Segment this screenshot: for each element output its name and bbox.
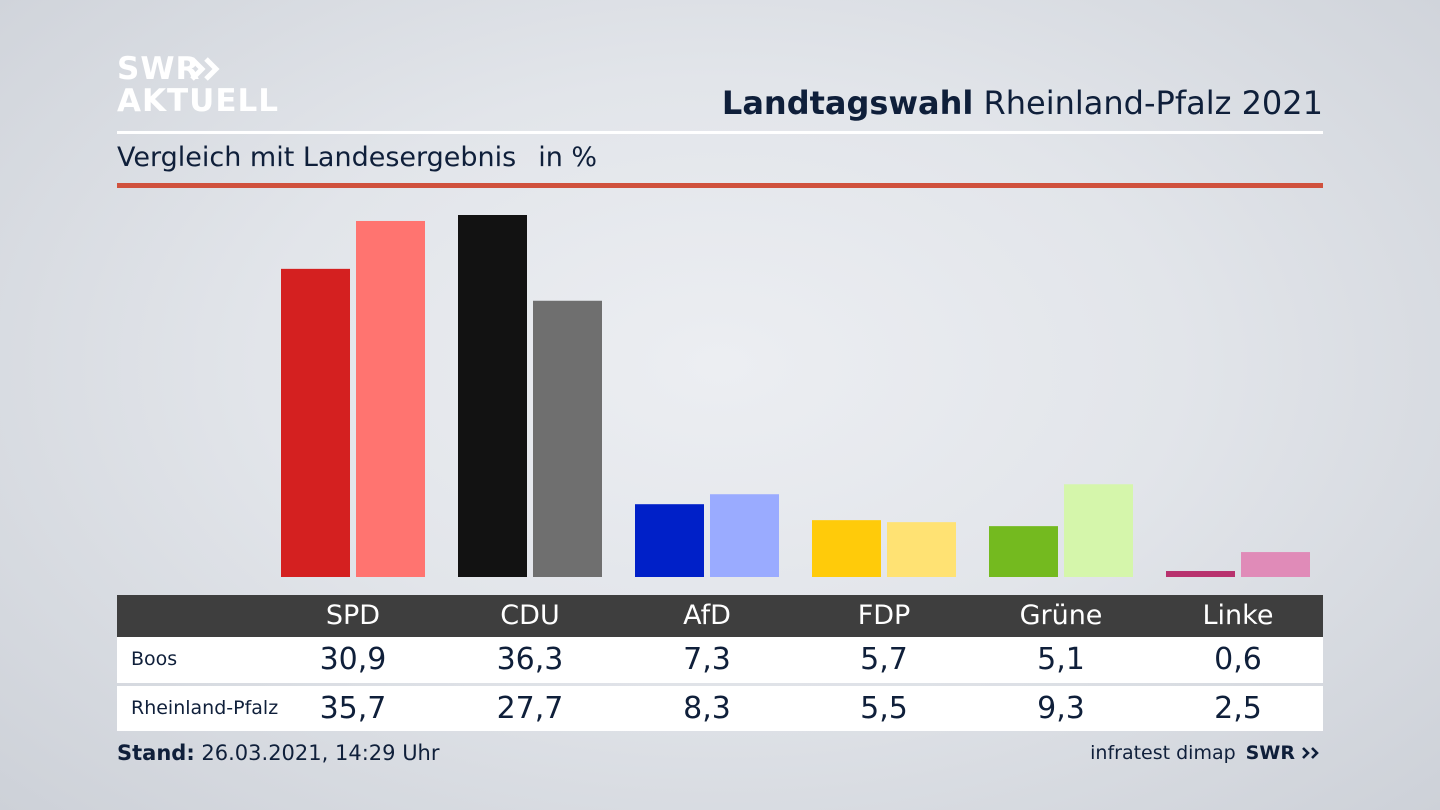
chart-subtitle: Vergleich mit Landesergebnis in % [117, 142, 597, 173]
results-table: SPD CDU AfD FDP Grüne Linke Boos 30,9 36,3 7,3 5… [117, 595, 1323, 731]
table-cell-value: 5,1 [1037, 642, 1085, 677]
title-bold: Landtagswahl [721, 84, 974, 122]
bar-spd-series-1 [281, 268, 350, 577]
logo-line2: AKTUELL [117, 83, 280, 119]
stand-label: Stand: [117, 741, 195, 765]
bar-spd-series-2 [356, 220, 425, 578]
column-header: CDU [500, 600, 560, 631]
column-header: Grüne [1019, 600, 1103, 631]
bar-cdu-series-2 [533, 300, 602, 577]
double-chevron-icon [190, 57, 220, 81]
stand-value: 26.03.2021, 14:29 Uhr [201, 741, 440, 765]
table-cell-value: 0,6 [1214, 642, 1262, 677]
table-cell-value: 7,3 [683, 642, 731, 677]
bar-gruene-series-1 [989, 526, 1058, 577]
subtitle-text: Vergleich mit Landesergebnis [117, 142, 517, 173]
bar-cdu-series-1 [458, 215, 527, 577]
subtitle-divider [117, 183, 1323, 188]
column-header: AfD [683, 600, 731, 631]
bar-fdp-series-2 [887, 522, 956, 577]
table-header-row: SPD CDU AfD FDP Grüne Linke [117, 595, 1323, 637]
stand-timestamp: Stand: 26.03.2021, 14:29 Uhr [117, 741, 440, 765]
logo-line1: SWR [117, 51, 201, 87]
table-cell-value: 5,7 [860, 642, 908, 677]
bar-gruene-series-2 [1064, 484, 1133, 577]
subtitle-unit: in % [538, 142, 598, 173]
column-header: SPD [325, 600, 381, 631]
table-cell-value: 8,3 [683, 691, 731, 726]
bar-afd-series-2 [710, 494, 779, 577]
table-row-boos: Boos 30,9 36,3 7,3 5,7 5,1 0,6 [117, 637, 1323, 683]
source-credit: infratest dimap SWR [1090, 742, 1323, 764]
page-title: Landtagswahl Rheinland-Pfalz 2021 [722, 84, 1323, 122]
table-cell-value: 35,7 [319, 691, 387, 726]
swr-aktuell-logo: SWR AKTUELL [117, 52, 287, 122]
table-cell-value: 30,9 [319, 642, 387, 677]
double-chevron-icon [1302, 747, 1319, 759]
bar-afd-series-1 [635, 504, 704, 577]
source-text: infratest dimap [1090, 742, 1236, 764]
table-cell-value: 36,3 [496, 642, 564, 677]
header-divider [117, 131, 1323, 134]
bar-linke-series-1 [1166, 571, 1235, 577]
table-row-rheinland-pfalz: Rheinland-Pfalz 35,7 27,7 8,3 5,5 9,3 2,5 [117, 686, 1323, 731]
title-rest: Rheinland-Pfalz 2021 [983, 84, 1323, 122]
bar-linke-series-2 [1241, 552, 1310, 577]
brand-text: SWR [1245, 742, 1295, 764]
table-cell-value: 2,5 [1214, 691, 1262, 726]
column-header: Linke [1202, 600, 1274, 631]
table-cell-value: 5,5 [860, 691, 908, 726]
table-cell-value: 27,7 [496, 691, 564, 726]
row-label: Boos [131, 648, 178, 670]
table-cell-value: 9,3 [1037, 691, 1085, 726]
bar-fdp-series-1 [812, 520, 881, 577]
row-label: Rheinland-Pfalz [131, 697, 279, 719]
column-header: FDP [857, 600, 911, 631]
